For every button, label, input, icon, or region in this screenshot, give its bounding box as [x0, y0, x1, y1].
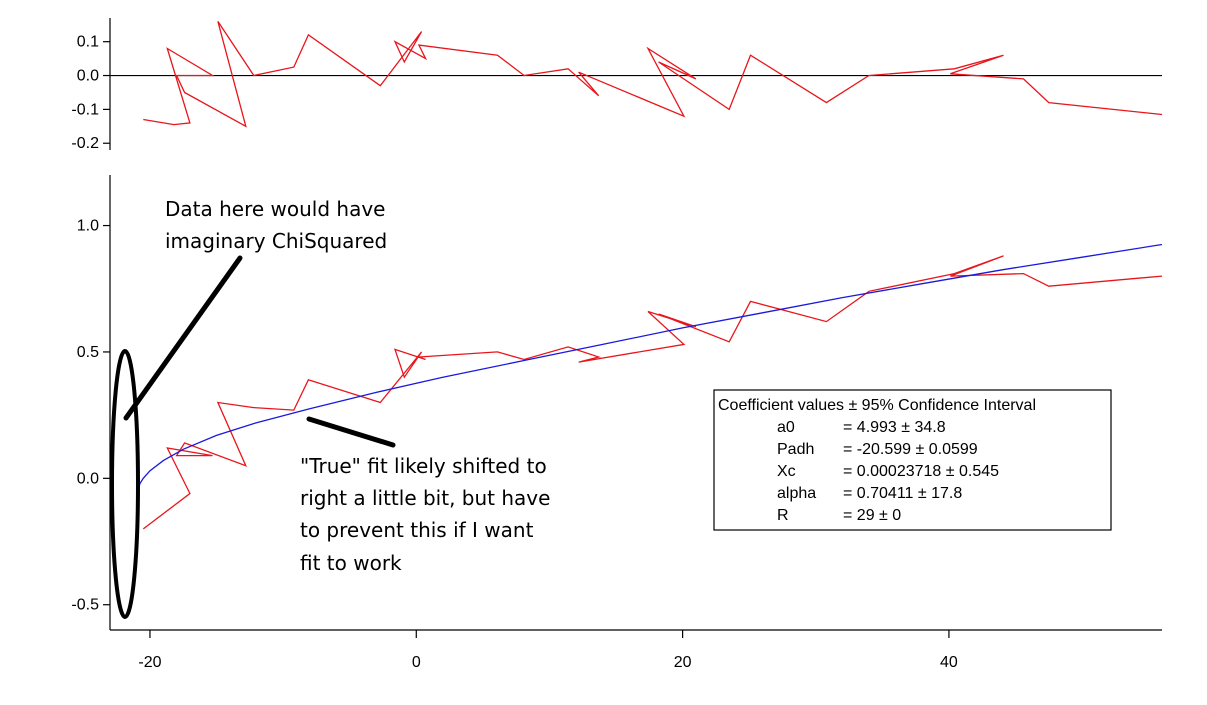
annotation-bottom-line-2: right a little bit, but have — [300, 486, 550, 510]
legend-row-value: = -20.599 ± 0.0599 — [843, 441, 978, 458]
x-tick-label: 0 — [412, 654, 421, 671]
y-tick-label: 1.0 — [77, 218, 99, 235]
y-tick-label: 0.5 — [77, 344, 99, 361]
annotation-bottom-line-3: to prevent this if I want — [300, 518, 534, 542]
main-panel: 1.0 0.5 0.0 -0.5 -20 0 20 40 — [71, 175, 1163, 671]
annotation-top-line-1: Data here would have — [165, 197, 386, 221]
annotation-top-line-2: imaginary ChiSquared — [165, 229, 387, 253]
data-series-line — [143, 21, 1163, 128]
legend-row-value: = 0.00023718 ± 0.545 — [843, 463, 999, 480]
legend-border — [713, 389, 1112, 531]
legend-row-value: = 29 ± 0 — [843, 507, 901, 524]
x-tick-label: -20 — [138, 654, 161, 671]
annotation-bottom-line-1: "True" fit likely shifted to — [300, 454, 547, 478]
legend-row-name: Padh — [777, 441, 814, 458]
legend-row-value: = 0.70411 ± 17.8 — [843, 485, 962, 502]
legend-row-name: alpha — [777, 485, 816, 502]
legend-row-name: Xc — [777, 463, 796, 480]
legend-row-name: a0 — [777, 419, 795, 436]
annotation-arrow-bottom — [306, 416, 396, 448]
coefficient-legend-box: Coefficient values ± 95% Confidence Inte… — [713, 389, 1112, 531]
data-series-line — [142, 255, 1163, 530]
annotation-marks — [110, 255, 396, 619]
legend-header: Coefficient values ± 95% Confidence Inte… — [718, 397, 1036, 414]
legend-row-value: = 4.993 ± 34.8 — [843, 419, 946, 436]
y-tick-label: 0.0 — [77, 68, 99, 85]
x-tick-label: 40 — [940, 654, 958, 671]
y-tick-label: 0.1 — [77, 34, 99, 51]
y-tick-label: -0.2 — [71, 135, 99, 152]
x-tick-label: 20 — [674, 654, 692, 671]
annotation-bottom-line-4: fit to work — [300, 551, 402, 575]
y-tick-label: -0.5 — [71, 597, 99, 614]
residuals-panel: 0.1 0.0 -0.1 -0.2 — [71, 18, 1163, 152]
fit-curve-line — [136, 243, 1163, 497]
annotation-ellipse — [110, 349, 140, 619]
legend-row-name: R — [777, 507, 789, 524]
annotation-arrow-top — [123, 255, 243, 421]
y-tick-label: -0.1 — [71, 101, 99, 118]
y-tick-label: 0.0 — [77, 470, 99, 487]
